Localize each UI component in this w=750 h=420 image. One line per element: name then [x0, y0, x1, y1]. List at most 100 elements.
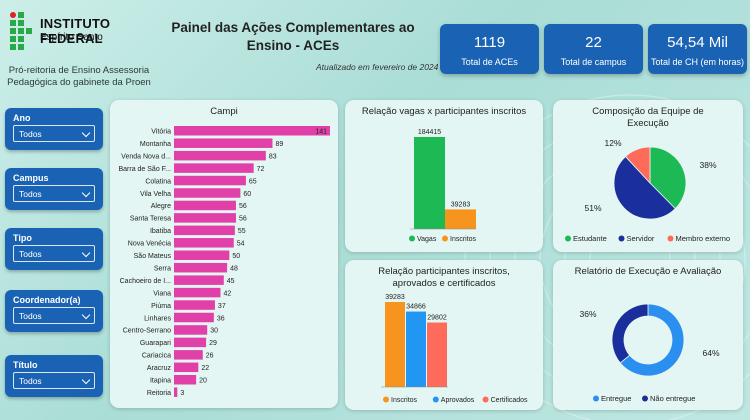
participantes-title: Relação participantes inscritos, aprovad… — [378, 266, 510, 289]
campi-category-label: Vila Velha — [140, 191, 171, 198]
organization-subtitle: Pró-reitoria de Ensino Assessoria Pedagó… — [7, 65, 151, 88]
equipe-chart: 38% 51% 12% Estudante Servidor Membro externo — [565, 138, 730, 243]
campi-value-label: 56 — [239, 203, 247, 210]
ifes-logo: INSTITUTO FEDERAL Espírito Santo — [10, 10, 140, 54]
campi-category-label: Ibatiba — [150, 228, 171, 235]
kpi-total-campus: 22 Total de campus — [544, 24, 643, 74]
campi-bar — [174, 350, 203, 360]
slice-value-label: 12% — [604, 138, 621, 148]
legend-dot — [667, 235, 674, 242]
legend-label: Servidor — [627, 234, 655, 243]
campi-category-label: Santa Teresa — [130, 216, 171, 223]
campi-category-label: Cariacica — [142, 353, 171, 360]
slice-value-label: 38% — [699, 160, 716, 170]
logo-title: INSTITUTO FEDERAL — [40, 16, 111, 46]
filter-label: Coordenador(a) — [13, 295, 81, 305]
campi-title: Campi — [210, 106, 238, 117]
campi-bar — [174, 287, 221, 298]
campi-bar — [174, 362, 199, 373]
campi-bar — [174, 163, 254, 173]
chevron-down-icon — [81, 188, 91, 198]
campi-bar — [174, 337, 207, 348]
kpi-label: Total de ACEs — [461, 57, 518, 67]
campi-value-label: 20 — [199, 378, 207, 385]
slice-servidor — [613, 156, 676, 220]
vagas-title: Relação vagas x participantes inscritos — [361, 106, 527, 117]
legend-dot — [442, 235, 448, 242]
campi-category-label: Itapina — [150, 378, 171, 385]
bar-certificados — [427, 322, 447, 387]
kpi-value: 54,54 Mil — [667, 34, 728, 51]
campi-value-label: 37 — [218, 303, 226, 310]
campi-value-label: 89 — [275, 141, 283, 148]
campi-bar — [174, 213, 236, 223]
filter-ano: Ano Todos — [5, 108, 103, 150]
campi-category-label: Vitória — [151, 129, 171, 136]
campi-bar — [174, 262, 228, 273]
campi-value-label: 48 — [230, 265, 238, 272]
relatorio-title: Relatório de Execução e Avaliação — [574, 266, 722, 277]
bar-value-label: 184415 — [418, 129, 441, 136]
page-title: Painel das Ações Complementares ao Ensin… — [171, 20, 415, 53]
updated-date: Atualizado em fevereiro de 2024 — [316, 62, 439, 72]
campi-category-label: Serra — [154, 265, 171, 272]
chevron-down-icon — [81, 375, 91, 385]
bar-value-label: 39283 — [385, 294, 405, 301]
campi-value-label: 22 — [201, 365, 209, 372]
bar-inscritos — [385, 302, 405, 387]
logo-subtitle: Espírito Santo — [40, 32, 103, 43]
vagas-chart: 184415 39283 Vagas Inscritos — [409, 129, 477, 243]
campi-value-label: 30 — [210, 328, 218, 335]
legend-label: Inscritos — [450, 236, 477, 243]
campi-bar — [174, 387, 178, 397]
campi-category-label: Centro-Serrano — [123, 328, 171, 335]
campi-category-label: Montanha — [140, 141, 171, 148]
campi-bar — [174, 312, 214, 323]
filter-label: Tipo — [13, 233, 32, 243]
equipe-panel: Composição da Equipe de Execução 38% 51% 1… — [553, 100, 743, 252]
equipe-title: Composição da Equipe de Execução — [592, 106, 704, 129]
chevron-down-icon — [81, 310, 91, 320]
campi-bar — [174, 375, 197, 385]
campi-bar — [174, 175, 246, 186]
legend-label: Estudante — [573, 234, 607, 243]
campi-value-label: 65 — [249, 178, 257, 185]
filter-titulo: Título Todos — [5, 355, 103, 397]
legend-label: Entregue — [601, 394, 631, 403]
legend-label: Inscritos — [391, 397, 418, 404]
kpi-total-ch: 54,54 Mil Total de CH (em horas) — [648, 24, 747, 74]
filter-ano-dropdown[interactable]: Todos — [13, 125, 95, 142]
slice-entregue — [619, 303, 685, 377]
filter-label: Ano — [13, 113, 31, 123]
slice-value-label: 36% — [579, 309, 596, 319]
slice-não-entregue — [611, 303, 649, 364]
filter-titulo-dropdown[interactable]: Todos — [13, 372, 95, 389]
campi-value-label: 50 — [232, 253, 240, 260]
relatorio-panel: Relatório de Execução e Avaliação 64% 36%… — [553, 260, 743, 410]
campi-value-label: 72 — [257, 166, 265, 173]
filter-tipo-dropdown[interactable]: Todos — [13, 245, 95, 262]
filter-campus-dropdown[interactable]: Todos — [13, 185, 95, 202]
legend-label: Não entregue — [650, 394, 695, 403]
campi-value-label: 141 — [315, 129, 327, 136]
bar-value-label: 29802 — [427, 315, 447, 322]
kpi-label: Total de CH (em horas) — [650, 57, 745, 67]
kpi-label: Total de campus — [560, 57, 627, 67]
campi-category-label: Nova Venécia — [128, 241, 171, 248]
campi-value-label: 26 — [206, 353, 214, 360]
legend-dot — [642, 395, 648, 402]
campi-value-label: 29 — [209, 340, 217, 347]
vagas-panel: Relação vagas x participantes inscritos … — [345, 100, 543, 252]
campi-value-label: 56 — [239, 216, 247, 223]
campi-panel: Campi Vitória 141 Montanha 89 Venda Nova d..… — [110, 100, 338, 408]
filter-coordenador-dropdown[interactable]: Todos — [13, 307, 95, 324]
filter-label: Título — [13, 360, 38, 370]
campi-value-label: 54 — [237, 241, 245, 248]
filter-label: Campus — [13, 173, 49, 183]
legend-dot — [409, 235, 415, 242]
legend-dot — [618, 235, 625, 242]
filter-value: Todos — [19, 129, 42, 139]
legend-dot — [432, 396, 439, 403]
campi-category-label: Venda Nova d... — [121, 153, 171, 160]
